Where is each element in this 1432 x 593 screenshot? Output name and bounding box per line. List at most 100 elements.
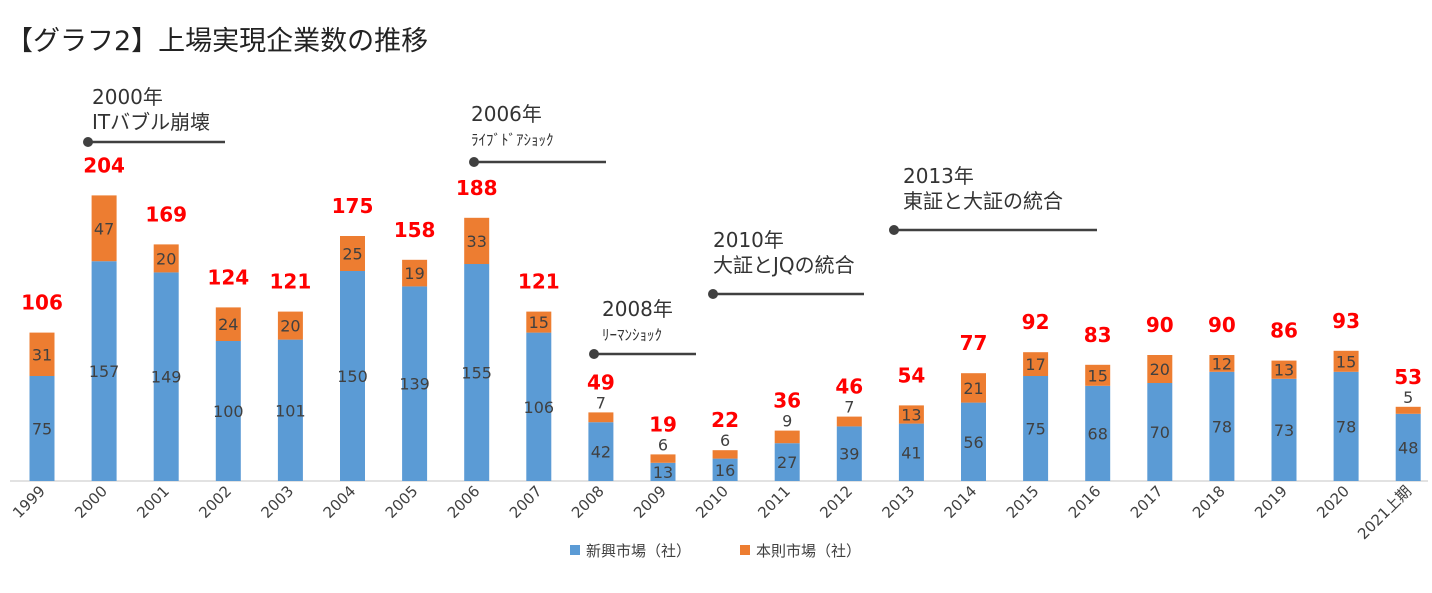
data-label-main: 17 bbox=[1025, 355, 1045, 374]
total-label: 175 bbox=[332, 194, 374, 218]
data-label-main: 19 bbox=[404, 264, 424, 283]
bar-emerging bbox=[464, 264, 490, 481]
x-tick-label: 2012 bbox=[816, 482, 856, 522]
bar-emerging bbox=[1271, 378, 1297, 481]
bar-main bbox=[29, 332, 55, 376]
bar-emerging bbox=[1085, 385, 1111, 481]
bar-main bbox=[277, 311, 303, 340]
x-tick-label: 2008 bbox=[568, 482, 608, 522]
bar-emerging bbox=[340, 271, 365, 481]
x-tick-label: 2005 bbox=[382, 482, 422, 522]
annotation-dot bbox=[708, 289, 718, 299]
x-tick-label: 1999 bbox=[9, 482, 49, 522]
bar-main bbox=[215, 307, 241, 341]
bar-emerging bbox=[898, 423, 924, 481]
bar-main bbox=[1023, 352, 1049, 376]
bar-emerging bbox=[836, 426, 862, 481]
data-label-main: 20 bbox=[280, 317, 300, 336]
bar-main bbox=[1333, 350, 1359, 372]
x-tick-labels-group: 1999 2000 2001 2002 2003 2004 2005 2006 2007 2008… bbox=[9, 482, 1415, 543]
x-tick-label: 2001 bbox=[133, 482, 173, 522]
bar-main bbox=[1085, 364, 1111, 386]
bar-main bbox=[836, 416, 862, 427]
data-label-main: 5 bbox=[1403, 388, 1413, 407]
total-label: 158 bbox=[394, 218, 436, 242]
total-label: 19 bbox=[649, 412, 677, 436]
x-tick-label: 2015 bbox=[1003, 482, 1043, 522]
total-label: 204 bbox=[83, 153, 125, 177]
data-label-emerging: 106 bbox=[524, 398, 555, 417]
data-label-emerging: 42 bbox=[591, 443, 611, 462]
data-label-main: 9 bbox=[782, 412, 792, 431]
x-tick-label: 2014 bbox=[941, 482, 981, 522]
total-label: 188 bbox=[456, 176, 498, 200]
bar-emerging bbox=[650, 462, 676, 481]
data-label-emerging: 39 bbox=[839, 445, 859, 464]
total-label: 93 bbox=[1332, 309, 1360, 333]
x-tick-label: 2018 bbox=[1189, 482, 1229, 522]
data-label-main: 7 bbox=[596, 393, 606, 412]
total-label: 54 bbox=[897, 363, 925, 387]
total-label: 36 bbox=[773, 389, 801, 413]
total-label: 106 bbox=[21, 291, 63, 315]
annotation-year: 2010年 bbox=[713, 228, 784, 252]
data-label-emerging: 73 bbox=[1274, 421, 1294, 440]
annotation-event: 大証とJQの統合 bbox=[713, 253, 855, 277]
data-label-emerging: 27 bbox=[777, 453, 797, 472]
x-tick-label: 2016 bbox=[1065, 482, 1105, 522]
bar-main bbox=[153, 244, 179, 273]
chart-title: 【グラフ2】上場実現企業数の推移 bbox=[6, 26, 428, 57]
total-label: 22 bbox=[711, 408, 739, 432]
bar-emerging bbox=[712, 458, 738, 481]
data-label-main: 20 bbox=[1150, 360, 1170, 379]
legend-swatch-main bbox=[740, 545, 750, 555]
total-label: 121 bbox=[270, 270, 312, 294]
total-label: 53 bbox=[1394, 365, 1422, 389]
annotation-event: ITバブル崩壊 bbox=[92, 110, 210, 134]
bar-emerging bbox=[1333, 371, 1359, 481]
legend-swatch-emerging bbox=[570, 545, 580, 555]
bar-main bbox=[774, 430, 800, 444]
bar-emerging bbox=[961, 402, 986, 481]
data-label-main: 31 bbox=[32, 345, 52, 364]
data-label-emerging: 68 bbox=[1088, 424, 1108, 443]
x-tick-label: 2009 bbox=[630, 482, 670, 522]
bar-emerging bbox=[588, 422, 614, 481]
data-label-main: 7 bbox=[844, 398, 854, 417]
annotation-dot bbox=[83, 137, 93, 147]
bar-main bbox=[1147, 355, 1173, 383]
annotation-year: 2000年 bbox=[92, 85, 163, 109]
bar-emerging bbox=[774, 443, 800, 481]
bar-emerging bbox=[402, 286, 428, 481]
annotation-dot bbox=[889, 225, 899, 235]
bar-main bbox=[1395, 406, 1421, 414]
data-label-emerging: 48 bbox=[1398, 438, 1418, 457]
data-label-main: 15 bbox=[1088, 366, 1108, 385]
data-label-main: 33 bbox=[467, 232, 487, 251]
data-label-emerging: 157 bbox=[89, 362, 120, 381]
data-label-main: 24 bbox=[218, 315, 238, 334]
total-label: 121 bbox=[518, 270, 560, 294]
data-label-emerging: 78 bbox=[1212, 417, 1232, 436]
x-tick-label: 2010 bbox=[692, 482, 732, 522]
data-label-emerging: 41 bbox=[901, 443, 921, 462]
data-label-emerging: 56 bbox=[963, 433, 983, 452]
data-label-main: 47 bbox=[94, 219, 114, 238]
total-label: 49 bbox=[587, 370, 615, 394]
bar-emerging bbox=[1395, 413, 1421, 481]
data-label-emerging: 16 bbox=[715, 461, 735, 480]
bar-emerging bbox=[1209, 371, 1235, 481]
bar-emerging bbox=[1147, 383, 1173, 481]
data-label-emerging: 139 bbox=[399, 375, 430, 394]
total-label: 169 bbox=[145, 202, 187, 226]
x-tick-label: 2017 bbox=[1127, 482, 1167, 522]
legend-label-main: 本則市場（社） bbox=[756, 542, 861, 560]
segment-labels-group: 7531157471492010024101201502513919155331… bbox=[32, 219, 1419, 482]
data-label-main: 15 bbox=[529, 313, 549, 332]
x-tick-label: 2006 bbox=[444, 482, 484, 522]
data-label-main: 20 bbox=[156, 249, 176, 268]
bar-main bbox=[961, 373, 986, 403]
